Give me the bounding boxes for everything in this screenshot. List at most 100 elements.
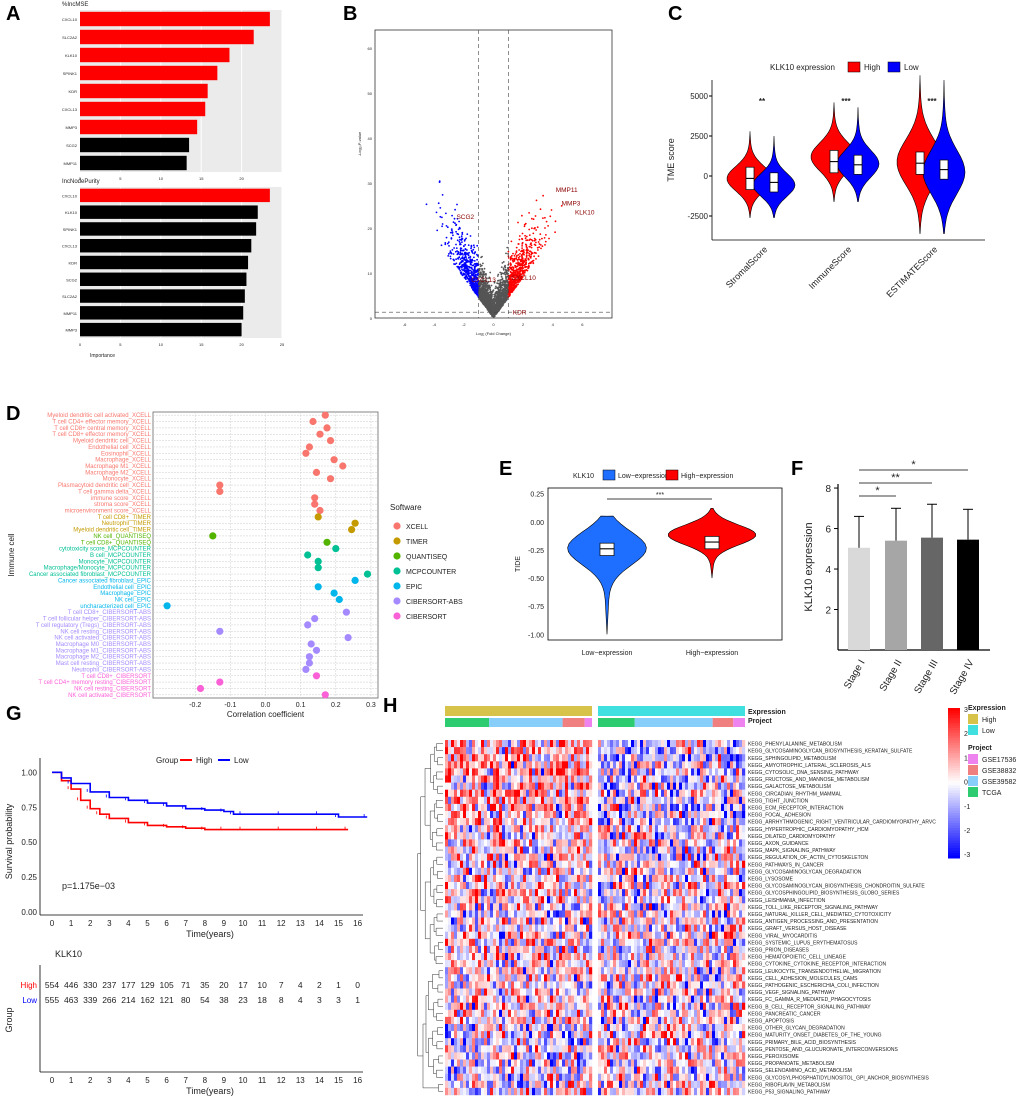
volcano-point bbox=[482, 277, 485, 280]
heatmap-cell bbox=[451, 867, 455, 876]
volcano-point bbox=[528, 234, 531, 237]
heatmap-cell bbox=[577, 782, 581, 790]
heatmap-cell bbox=[469, 825, 473, 833]
heatmap-cell bbox=[517, 832, 521, 840]
heatmap-cell bbox=[481, 867, 485, 876]
heatmap-cell bbox=[634, 860, 638, 868]
heatmap-cell bbox=[742, 818, 746, 826]
heatmap-cell bbox=[715, 803, 719, 812]
heatmap-cell bbox=[703, 811, 707, 819]
heatmap-cell bbox=[454, 782, 458, 790]
heatmap-cell bbox=[574, 782, 578, 790]
tick-label: 0.75 bbox=[21, 803, 37, 812]
row-label: Macrophage M2_CIBERSORT-ABS bbox=[56, 655, 151, 661]
heatmap-cell bbox=[535, 867, 539, 876]
heatmap-cell bbox=[511, 825, 515, 833]
heatmap-cell bbox=[586, 803, 590, 812]
volcano-point bbox=[494, 287, 497, 290]
tick-label: 30 bbox=[368, 181, 373, 186]
category-label: SCG2 bbox=[66, 277, 78, 282]
heatmap-cell bbox=[502, 761, 506, 769]
volcano-point bbox=[510, 267, 512, 270]
correlation-point bbox=[302, 665, 310, 674]
heatmap-cell bbox=[499, 796, 503, 805]
heatmap-cell bbox=[550, 839, 554, 847]
heatmap-cell bbox=[562, 832, 566, 840]
heatmap-cell bbox=[637, 789, 641, 797]
heatmap-cell bbox=[655, 839, 659, 847]
heatmap-cell bbox=[484, 818, 488, 826]
volcano-point bbox=[516, 263, 519, 265]
heatmap-cell bbox=[514, 754, 518, 762]
heatmap-cell bbox=[658, 846, 662, 854]
heatmap-cell bbox=[490, 768, 494, 776]
volcano-point bbox=[538, 238, 541, 241]
volcano-point bbox=[547, 225, 549, 227]
heatmap-cell bbox=[454, 867, 458, 876]
heatmap-cell bbox=[511, 853, 515, 861]
heatmap-cell bbox=[493, 768, 497, 776]
heatmap-cell bbox=[640, 754, 644, 762]
heatmap-cell bbox=[691, 803, 695, 812]
heatmap-cell bbox=[601, 768, 605, 776]
heatmap-cell bbox=[655, 803, 659, 812]
heatmap-cell bbox=[649, 867, 653, 876]
heatmap-cell bbox=[634, 775, 638, 783]
heatmap-cell bbox=[640, 740, 644, 748]
annotation-project bbox=[562, 718, 585, 727]
heatmap-cell bbox=[454, 754, 458, 762]
annotation-project bbox=[712, 718, 734, 727]
heatmap-cell bbox=[691, 860, 695, 868]
heatmap-cell bbox=[553, 860, 557, 868]
volcano-point bbox=[518, 281, 520, 284]
correlation-point bbox=[316, 506, 324, 515]
volcano-point bbox=[527, 258, 530, 260]
heatmap-cell bbox=[682, 846, 686, 854]
heatmap-cell bbox=[457, 874, 461, 883]
heatmap-cell bbox=[583, 839, 587, 847]
volcano-point bbox=[542, 194, 544, 197]
heatmap-cell bbox=[529, 768, 533, 776]
heatmap-cell bbox=[574, 825, 578, 833]
heatmap-cell bbox=[628, 761, 632, 769]
volcano-point bbox=[496, 293, 499, 296]
heatmap-cell bbox=[676, 761, 680, 769]
plot-frame bbox=[374, 29, 613, 319]
heatmap-cell bbox=[670, 839, 674, 847]
heatmap-cell bbox=[550, 811, 554, 819]
heatmap-cell bbox=[697, 740, 701, 748]
volcano-point bbox=[506, 246, 509, 249]
heatmap-cell bbox=[580, 853, 584, 861]
heatmap-cell bbox=[604, 761, 608, 769]
row-label: Neutrophil_TIMER bbox=[102, 521, 152, 527]
heatmap-cell bbox=[736, 867, 740, 876]
heatmap-cell bbox=[496, 846, 500, 854]
heatmap-cell bbox=[700, 803, 704, 812]
heatmap-cell bbox=[523, 874, 527, 883]
heatmap-cell bbox=[736, 825, 740, 833]
heatmap-cell bbox=[472, 768, 476, 776]
heatmap-cell bbox=[664, 846, 668, 854]
volcano-point bbox=[500, 266, 503, 268]
gene-label: KDR bbox=[513, 309, 527, 316]
heatmap-cell bbox=[685, 853, 689, 861]
heatmap-cell bbox=[613, 782, 617, 790]
heatmap-cell bbox=[607, 825, 611, 833]
heatmap-cell bbox=[628, 796, 632, 805]
volcano-point bbox=[539, 208, 542, 211]
volcano-point bbox=[533, 237, 536, 240]
volcano-point bbox=[505, 271, 508, 274]
heatmap-cell bbox=[607, 768, 611, 776]
heatmap-cell bbox=[682, 818, 686, 826]
heatmap-cell bbox=[691, 775, 695, 783]
heatmap-cell bbox=[547, 789, 551, 797]
heatmap-cell bbox=[670, 754, 674, 762]
heatmap-cell bbox=[661, 860, 665, 868]
volcano-point bbox=[476, 271, 479, 273]
heatmap-cell bbox=[691, 789, 695, 797]
row-label: NK cell activated_CIBERSORT bbox=[68, 693, 151, 699]
heatmap-cell bbox=[700, 761, 704, 769]
heatmap-cell bbox=[472, 860, 476, 868]
risk-count: 121 bbox=[160, 995, 174, 1005]
heatmap-cell bbox=[496, 782, 500, 790]
